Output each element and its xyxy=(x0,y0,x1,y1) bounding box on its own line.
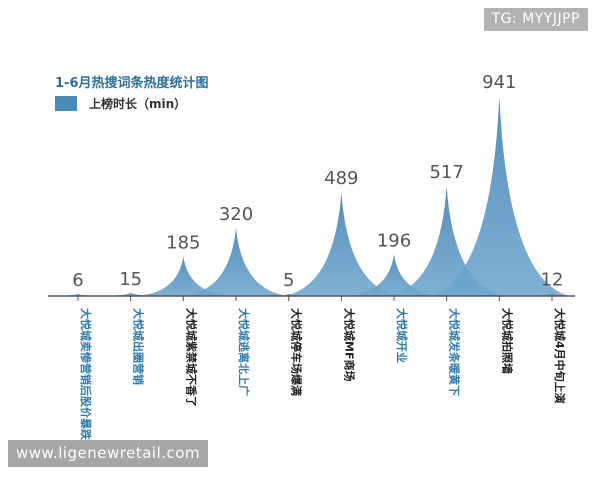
category-label: 大悦城卖惨营销后股价暴跌 xyxy=(79,308,93,441)
category-label: 大悦城紫禁城不香了 xyxy=(184,308,198,407)
category-label: 大悦城停车场爆满 xyxy=(290,308,304,396)
value-label: 941 xyxy=(482,72,516,93)
legend-swatch xyxy=(55,96,77,111)
peak-area xyxy=(46,294,110,296)
category-label: 大悦城逃离北上广 xyxy=(237,308,251,396)
value-label: 12 xyxy=(541,269,564,290)
value-label: 517 xyxy=(429,162,463,183)
chart-title: 1-6月热搜词条热度统计图 xyxy=(55,76,209,91)
value-label: 185 xyxy=(166,233,200,254)
peak-area xyxy=(97,292,164,296)
value-label: 196 xyxy=(377,230,411,251)
category-label: 大悦城4月中旬上演 xyxy=(553,308,567,404)
category-label: 大悦城拍照墙 xyxy=(500,308,514,374)
category-label: 大悦城开业 xyxy=(395,308,409,363)
peak-area xyxy=(429,96,570,296)
peak-area xyxy=(183,227,289,296)
watermark-bottom: www.ligenewretail.com xyxy=(8,440,209,467)
peak-area xyxy=(387,186,506,296)
value-label: 6 xyxy=(72,270,83,291)
category-label: 大悦城MF商场 xyxy=(342,308,356,381)
category-label: 大悦城发条暖黄下 xyxy=(448,308,462,396)
value-label: 15 xyxy=(119,269,142,290)
peak-area xyxy=(136,256,230,296)
value-label: 489 xyxy=(324,168,358,189)
legend: 上榜时长（min） xyxy=(55,95,186,112)
peak-area xyxy=(519,293,585,296)
value-label: 5 xyxy=(283,270,294,291)
value-label: 320 xyxy=(219,204,253,225)
peak-area xyxy=(283,192,400,296)
legend-label: 上榜时长（min） xyxy=(89,97,187,111)
category-label: 大悦城出圈营销 xyxy=(132,308,146,385)
peak-area xyxy=(346,254,442,296)
watermark-top: TG: MYYJJPP xyxy=(483,8,588,31)
